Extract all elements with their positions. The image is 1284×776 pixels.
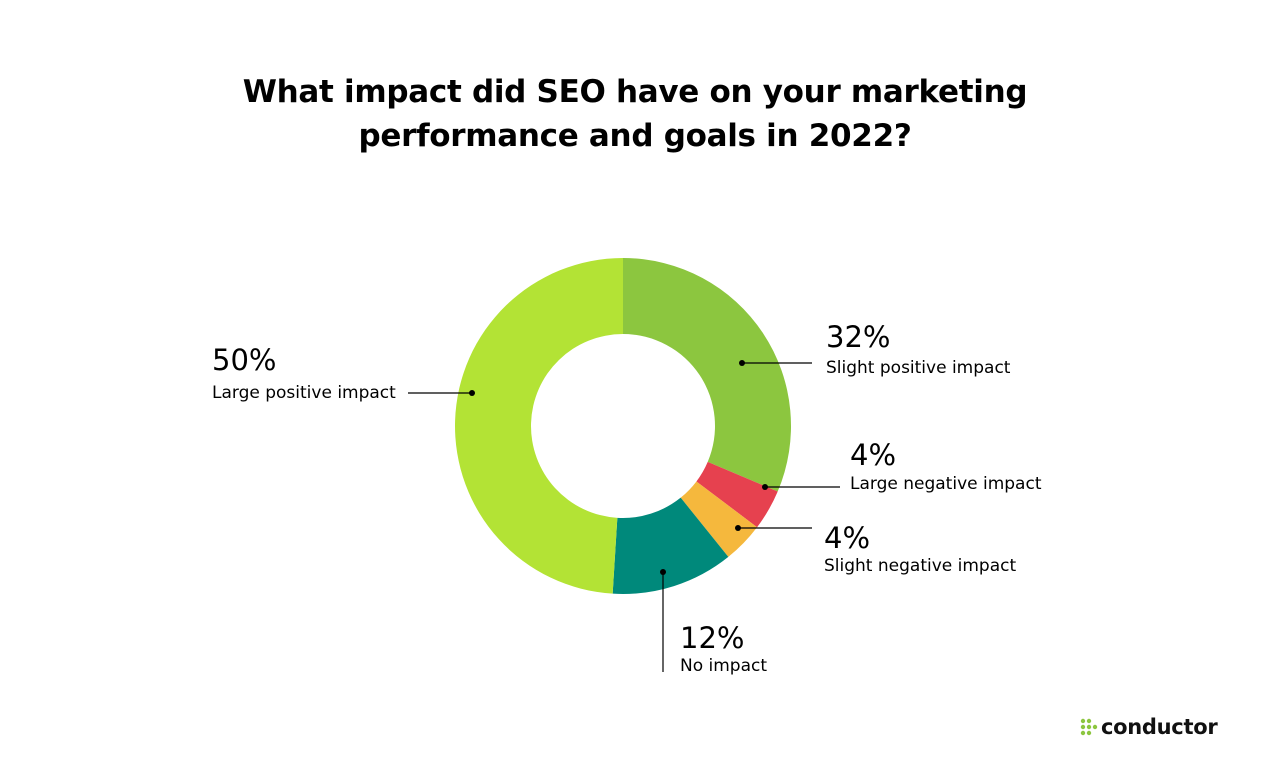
category-label-large-negative-impact: Large negative impact (850, 474, 1042, 494)
logo-text: conductor (1101, 715, 1218, 739)
slice-slight-positive-impact (623, 258, 791, 492)
slice-large-positive-impact (455, 258, 623, 594)
data-label-large-negative-impact: 4% (850, 438, 896, 472)
chart-title-line-1: What impact did SEO have on your marketi… (242, 74, 1028, 110)
data-label-large-positive-impact: 50% (212, 343, 276, 377)
chart-title-line-2: performance and goals in 2022? (358, 118, 912, 154)
category-label-slight-positive-impact: Slight positive impact (826, 358, 1011, 378)
leader-dot-large-positive-impact (469, 390, 475, 396)
data-label-no-impact: 12% (680, 621, 744, 655)
conductor-logo: conductor (1080, 712, 1218, 742)
leader-lines (408, 360, 840, 672)
data-label-slight-positive-impact: 32% (826, 320, 890, 354)
data-label-slight-negative-impact: 4% (824, 521, 870, 555)
slice-no-impact (612, 497, 729, 594)
donut-slices (455, 258, 791, 594)
category-label-slight-negative-impact: Slight negative impact (824, 556, 1016, 576)
category-label-no-impact: No impact (680, 656, 767, 676)
slice-large-negative-impact (696, 461, 778, 528)
slice-slight-negative-impact (680, 481, 758, 557)
leader-dot-large-negative-impact (762, 484, 768, 490)
leader-dot-slight-negative-impact (735, 525, 741, 531)
leader-dot-slight-positive-impact (739, 360, 745, 366)
chart-title: What impact did SEO have on your marketi… (0, 70, 1270, 158)
leader-dot-no-impact (660, 569, 666, 575)
dots-grid-icon (1080, 718, 1098, 736)
category-label-large-positive-impact: Large positive impact (212, 383, 396, 403)
